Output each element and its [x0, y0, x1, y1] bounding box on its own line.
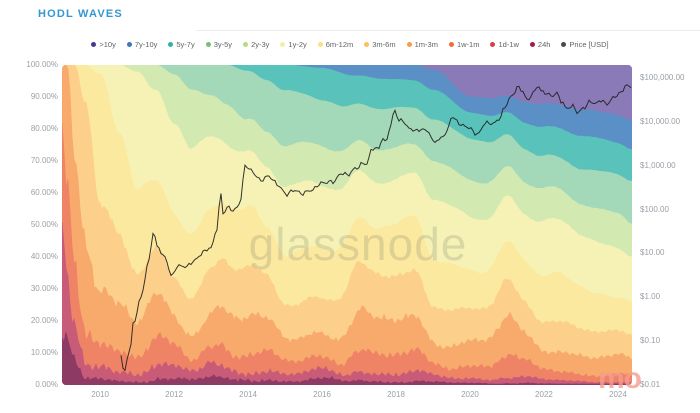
legend-label: Price [USD] [569, 40, 609, 49]
y-axis-label-price: $0.10 [640, 336, 661, 346]
x-axis-label-year: 2016 [313, 390, 331, 399]
y-axis-label-price: $10,000.00 [640, 116, 681, 126]
y-axis-label-percent: 90.00% [30, 92, 58, 101]
plot-area[interactable] [0, 52, 700, 413]
legend-item-5y-7y[interactable]: 5y-7y [168, 40, 195, 49]
y-axis-label-percent: 0.00% [35, 380, 58, 389]
y-axis-label-percent: 70.00% [30, 156, 58, 165]
legend-dot-icon [448, 42, 454, 47]
legend-label: 3y-5y [213, 40, 233, 49]
y-axis-label-percent: 80.00% [30, 124, 58, 133]
legend-item-1d-1w[interactable]: 1d-1w [490, 40, 519, 49]
legend-dot-icon [168, 42, 174, 47]
y-axis-label-price: $100,000.00 [640, 73, 685, 82]
legend-label: >10y [99, 40, 116, 49]
x-axis-label-year: 2014 [239, 390, 257, 399]
band-area-24h [62, 332, 632, 385]
legend-dot-icon [406, 42, 412, 47]
x-axis-label-year: 2010 [91, 390, 109, 399]
panel-divider [196, 30, 700, 31]
price-line [120, 84, 632, 372]
legend-dot-icon [205, 42, 211, 47]
x-axis-label-year: 2024 [609, 390, 627, 399]
band-area-7y-10y [62, 65, 632, 151]
legend-item-7y-10y[interactable]: 7y-10y [126, 40, 158, 49]
legend-item-6m-12m[interactable]: 6m-12m [317, 40, 354, 49]
band-area->10y [62, 65, 632, 121]
page-title: HODL WAVES [38, 8, 123, 20]
y-axis-label-percent: 30.00% [30, 284, 58, 293]
legend-item-3m-6m[interactable]: 3m-6m [364, 40, 396, 49]
legend-label: 1m-3m [414, 40, 438, 49]
x-axis-label-year: 2018 [387, 390, 405, 399]
y-axis-label-price: $0.01 [640, 379, 661, 389]
legend-dot-icon [317, 42, 323, 47]
legend-dot-icon [364, 42, 370, 47]
y-axis-label-price: $1,000.00 [640, 160, 676, 170]
y-axis-label-price: $100.00 [640, 204, 669, 214]
legend-item-24h[interactable]: 24h [529, 40, 551, 49]
y-axis-label-percent: 60.00% [30, 188, 58, 197]
legend-dot-icon [280, 42, 286, 47]
legend-item--10y[interactable]: >10y [91, 40, 116, 49]
y-axis-label-price: $10.00 [640, 248, 665, 258]
x-axis-label-year: 2022 [535, 390, 553, 399]
legend-item-1w-1m[interactable]: 1w-1m [448, 40, 480, 49]
legend-item-2y-3y[interactable]: 2y-3y [243, 40, 269, 49]
x-axis-label-year: 2012 [165, 390, 183, 399]
legend-dot-icon [561, 42, 567, 47]
legend-label: 6m-12m [325, 40, 354, 49]
y-axis-label-percent: 100.00% [26, 60, 58, 69]
legend-label: 5y-7y [176, 40, 195, 49]
y-axis-label-price: $1.00 [640, 292, 661, 302]
legend-label: 1d-1w [498, 40, 519, 49]
y-axis-label-percent: 40.00% [30, 252, 58, 261]
y-axis-label-percent: 20.00% [30, 316, 58, 325]
legend-dot-icon [126, 42, 132, 47]
legend-dot-icon [490, 42, 496, 47]
legend-label: 1y-2y [288, 40, 307, 49]
y-axis-label-percent: 50.00% [30, 220, 58, 229]
legend-label: 2y-3y [251, 40, 270, 49]
legend-item-1m-3m[interactable]: 1m-3m [406, 40, 438, 49]
legend-label: 3m-6m [372, 40, 396, 49]
legend-dot-icon [91, 42, 97, 47]
legend-label: 1w-1m [456, 40, 480, 49]
legend-dot-icon [243, 42, 249, 47]
x-axis-label-year: 2020 [461, 390, 479, 399]
legend-label: 7y-10y [134, 40, 158, 49]
legend-item-price-usd-[interactable]: Price [USD] [561, 40, 609, 49]
legend-label: 24h [537, 40, 551, 49]
legend-item-1y-2y[interactable]: 1y-2y [280, 40, 307, 49]
legend: >10y 7y-10y 5y-7y 3y-5y 2y-3y 1y-2y 6m-12m 3m-6… [0, 40, 700, 49]
y-axis-label-percent: 10.00% [30, 348, 58, 357]
hodl-waves-chart[interactable]: glassnode mo 100.00% 90.00% 80.00% 70.00% 60… [0, 52, 700, 413]
legend-dot-icon [529, 42, 535, 47]
legend-item-3y-5y[interactable]: 3y-5y [205, 40, 233, 49]
